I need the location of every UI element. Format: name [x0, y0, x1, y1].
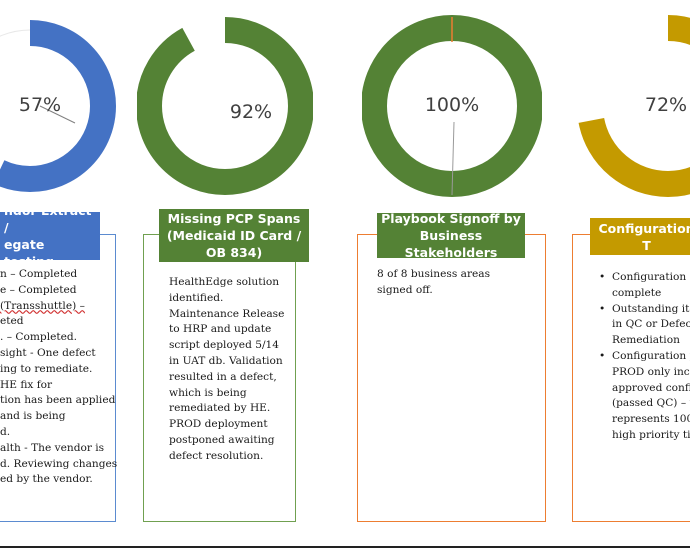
bullet-line: in QC or Defect [612, 318, 690, 331]
bullet-line: Remediation [612, 334, 680, 347]
card-body-4: Configuration is complete Outstanding it… [596, 270, 690, 444]
title-line: OB 834) [205, 245, 263, 260]
body-line: e – Completed [0, 283, 77, 296]
bullet-line: PROD only incl [612, 365, 690, 378]
progress-donut-3 [362, 15, 542, 197]
status-card-3 [357, 234, 546, 522]
percent-label-4: 72% [644, 94, 688, 116]
progress-donut-1 [0, 20, 116, 192]
card-body-3: 8 of 8 business areas signed off. [377, 268, 491, 296]
progress-donut-4 [577, 15, 690, 197]
title-line: Missing PCP Spans [167, 211, 301, 226]
donut-fill [0, 20, 116, 192]
bullet-line: Outstanding ite [612, 302, 690, 315]
body-line: (Transshuttle) – [0, 299, 85, 312]
title-line: (Medicaid ID Card / [166, 228, 302, 243]
body-line: d. [0, 425, 11, 438]
slide-bottom-border [0, 546, 690, 548]
title-line: Playbook Signoff by [381, 211, 521, 226]
donut-pointer [451, 121, 455, 196]
donut-fill [577, 15, 690, 197]
body-line: d. Reviewing changes [0, 457, 118, 470]
card-title-4: Configuration T [590, 218, 690, 255]
bullet-item: Configuration is complete [599, 270, 690, 302]
bullet-line: complete [612, 286, 662, 299]
body-line: alth - The vendor is [0, 441, 105, 454]
body-line: tion has been applied [0, 394, 116, 407]
percent-label-1: 57% [18, 94, 62, 116]
title-line: Configuration T [598, 220, 690, 253]
bullet-line: Configuration p [612, 349, 690, 362]
bullet-line: high priority tick [612, 428, 690, 441]
body-line: and is being [0, 410, 66, 423]
percent-label-2: 92% [229, 101, 273, 123]
body-line: eted [0, 315, 24, 328]
bullet-line: Configuration is [612, 271, 690, 283]
body-line: . – Completed. [0, 331, 78, 344]
body-line: ing to remediate. [0, 362, 93, 375]
card-body-1: n – Completed e – Completed (Transshuttl… [0, 267, 118, 488]
body-line: sight - One defect [0, 346, 96, 359]
title-line: Business Stakeholders [404, 228, 498, 260]
title-line: ndor Extract / [4, 203, 92, 235]
card-title-1: ndor Extract / egate testing [0, 203, 100, 269]
status-card-2 [143, 234, 296, 522]
percent-label-3: 100% [424, 94, 480, 116]
body-line: n – Completed [0, 268, 78, 280]
card-title-3: Playbook Signoff by Business Stakeholder… [377, 211, 525, 260]
bullet-line: represents 100% [612, 413, 690, 426]
bullet-line: (passed QC) – th [612, 397, 690, 410]
card-title-2: Missing PCP Spans (Medicaid ID Card / OB… [159, 209, 309, 262]
status-card-1 [0, 234, 116, 522]
donut-fill [137, 17, 313, 195]
body-line: ed by the vendor. [0, 473, 93, 486]
card-body-2: HealthEdge solution identified. Maintena… [169, 276, 285, 462]
bullet-line: approved config [612, 381, 690, 394]
progress-donut-2 [137, 17, 313, 195]
body-line: HE fix for [0, 378, 53, 391]
donut-pointer [39, 105, 76, 124]
bullet-item: Outstanding ite in QC or Defect Remediat… [599, 302, 690, 349]
bullet-item: Configuration p PROD only incl approved … [599, 349, 690, 444]
title-line: egate testing [4, 237, 54, 269]
